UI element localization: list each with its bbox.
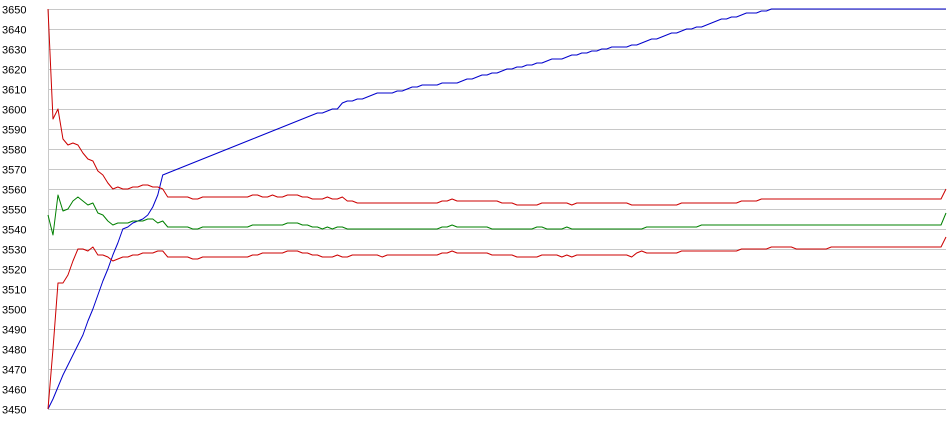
y-tick-label: 3630 [2, 45, 26, 57]
series-line-2 [47, 8, 947, 206]
series-group [47, 8, 947, 410]
y-tick-label: 3580 [2, 145, 26, 157]
y-tick-label: 3620 [2, 65, 26, 77]
y-tick-label: 3610 [2, 85, 26, 97]
y-tick-label: 3540 [2, 225, 26, 237]
y-axis-tick-labels: 3450 3460 3470 3480 3490 3500 3510 3520 3530 3540… [2, 5, 26, 417]
series-line-3 [47, 194, 947, 236]
y-tick-label: 3530 [2, 245, 26, 257]
y-tick-label: 3590 [2, 125, 26, 137]
y-tick-label: 3570 [2, 165, 26, 177]
y-tick-label: 3650 [2, 5, 26, 17]
gridlines [48, 9, 946, 410]
y-tick-label: 3550 [2, 205, 26, 217]
y-tick-label: 3470 [2, 365, 26, 377]
y-tick-label: 3450 [2, 405, 26, 417]
y-tick-label: 3460 [2, 385, 26, 397]
y-tick-label: 3640 [2, 25, 26, 37]
y-tick-label: 3510 [2, 285, 26, 297]
y-tick-label: 3480 [2, 345, 26, 357]
y-tick-label: 3520 [2, 265, 26, 277]
y-tick-label: 3500 [2, 305, 26, 317]
y-tick-label: 3560 [2, 185, 26, 197]
series-line-1 [47, 8, 946, 410]
series-line-4 [47, 236, 947, 410]
y-tick-label: 3490 [2, 325, 26, 337]
y-tick-label: 3600 [2, 105, 26, 117]
